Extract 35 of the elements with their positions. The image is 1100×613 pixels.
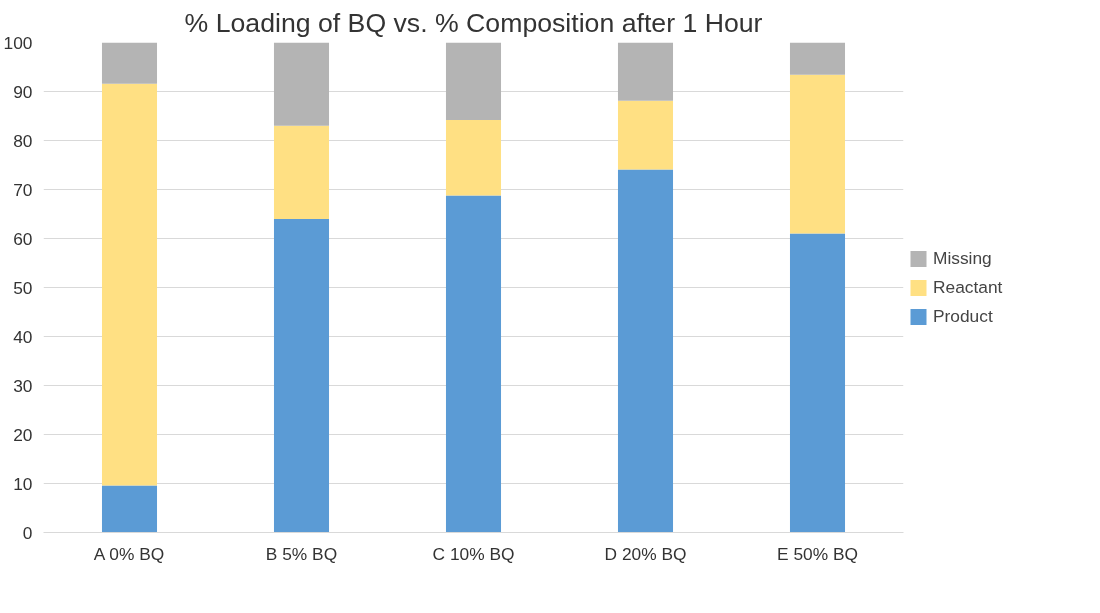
bar [101, 485, 158, 533]
bar [273, 42, 330, 126]
y-tick-label: 30 [13, 375, 33, 396]
bar [617, 100, 674, 170]
bar [789, 42, 846, 75]
y-tick-label: 20 [13, 424, 33, 445]
bar [789, 74, 846, 234]
y-tick-label: 0 [22, 522, 33, 543]
legend-label: Reactant [933, 276, 1003, 298]
bar [273, 125, 330, 219]
bar [101, 83, 158, 486]
bar [445, 42, 502, 120]
x-tick-label: D 20% BQ [604, 543, 687, 564]
bar [617, 169, 674, 533]
bar [101, 42, 158, 84]
bar [273, 218, 330, 533]
bar [617, 42, 674, 101]
y-tick-label: 60 [13, 228, 33, 249]
y-tick-label: 10 [13, 473, 33, 494]
x-tick-label: A 0% BQ [93, 543, 165, 564]
legend-label: Missing [933, 247, 992, 269]
y-tick-label: 40 [13, 326, 33, 347]
y-tick-label: 50 [13, 277, 33, 298]
y-tick-label: 80 [13, 130, 33, 151]
x-tick-label: C 10% BQ [432, 543, 515, 564]
y-tick-label: 100 [3, 32, 33, 53]
x-tick-label: E 50% BQ [777, 543, 858, 564]
bar [445, 119, 502, 196]
legend-label: Product [933, 305, 993, 327]
bar [789, 233, 846, 533]
y-tick-label: 70 [13, 179, 33, 200]
y-tick-label: 90 [13, 81, 33, 102]
x-tick-label: B 5% BQ [265, 543, 338, 564]
bar [445, 195, 502, 533]
chart-title: % Loading of BQ vs. % Composition after 1 Hour [184, 7, 763, 38]
